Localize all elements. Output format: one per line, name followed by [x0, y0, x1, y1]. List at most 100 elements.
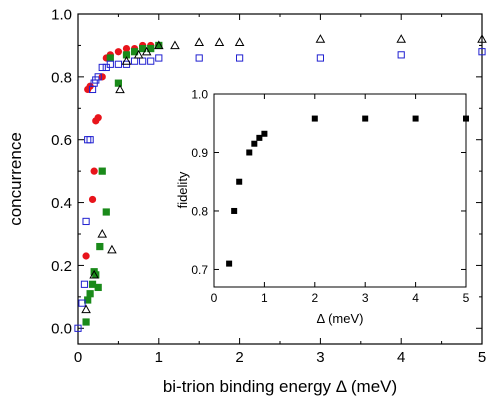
main-point — [98, 73, 106, 81]
inset-background — [166, 84, 474, 290]
main-point — [147, 44, 155, 53]
main-point — [106, 54, 114, 62]
main-point — [114, 60, 123, 68]
main-y-tick-label: 0.6 — [51, 132, 72, 149]
inset-point — [231, 207, 238, 214]
inset-x-tick-label: 2 — [311, 291, 318, 305]
inset-point — [246, 149, 253, 156]
main-point — [106, 60, 114, 68]
main-point — [397, 51, 405, 59]
inset-chart: 0 1 2 3 4 5 0.7 0.8 0.9 1.0 Δ (meV) fidelity — [166, 84, 474, 326]
main-y-tick-label: 0.8 — [51, 69, 72, 86]
main-point — [92, 271, 100, 279]
main-point — [86, 136, 94, 144]
main-point — [316, 54, 324, 62]
main-chart: 0 1 2 3 4 5 0.0 0.2 0.4 0.6 0.8 1.0 bi-trion bindin… — [6, 6, 487, 396]
inset-point — [256, 134, 263, 141]
main-point — [122, 44, 131, 53]
main-point — [89, 269, 99, 279]
main-point — [139, 44, 147, 53]
main-y-tick-label: 0.0 — [51, 321, 72, 338]
main-point — [88, 280, 97, 288]
main-x-tick-label: 1 — [155, 349, 163, 366]
inset-ticks: 0 1 2 3 4 5 0.7 0.8 0.9 1.0 — [191, 87, 469, 305]
inset-x-axis-label: Δ (meV) — [317, 311, 364, 326]
inset-point — [261, 130, 268, 137]
main-point — [78, 299, 86, 307]
inset-point — [311, 115, 318, 122]
main-point — [234, 37, 245, 46]
inset-point — [362, 115, 369, 122]
inset-x-tick-label: 3 — [362, 291, 369, 305]
main-point — [122, 51, 131, 59]
inset-marks — [226, 115, 469, 267]
main-point — [115, 84, 125, 94]
inset-plot-frame — [213, 93, 467, 288]
main-point — [114, 48, 122, 56]
inset-point — [463, 115, 469, 122]
main-point — [86, 290, 94, 298]
main-point — [147, 57, 155, 65]
inset-y-tick-label: 1.0 — [191, 87, 208, 101]
main-x-tick-label: 4 — [397, 349, 405, 366]
main-point — [82, 318, 90, 326]
main-point — [153, 40, 164, 50]
inset-y-tick-label: 0.7 — [191, 263, 208, 277]
main-point — [214, 37, 225, 46]
main-x-tick-label: 0 — [74, 349, 82, 366]
main-point — [97, 229, 108, 238]
main-series-1 — [82, 41, 163, 326]
main-point — [90, 167, 98, 175]
inset-point — [236, 178, 243, 185]
main-point — [84, 136, 92, 144]
main-point — [88, 195, 97, 204]
main-point — [94, 73, 102, 81]
main-y-tick-label: 0.2 — [51, 258, 72, 275]
main-marks — [74, 34, 487, 332]
inset-x-tick-label: 4 — [412, 291, 419, 305]
main-point — [94, 283, 102, 292]
inset-point — [251, 140, 258, 147]
main-point — [195, 54, 203, 62]
main-point — [396, 34, 407, 43]
main-point — [98, 63, 106, 72]
main-x-axis-label: bi-trion binding energy Δ (meV) — [163, 377, 397, 396]
main-point — [102, 208, 110, 216]
main-point — [98, 167, 106, 175]
main-point — [82, 217, 90, 226]
main-point — [82, 252, 90, 260]
main-point — [478, 48, 486, 56]
main-y-tick-label: 1.0 — [51, 6, 72, 23]
main-point — [107, 244, 117, 254]
main-point — [133, 49, 144, 59]
inset-x-tick-label: 5 — [463, 291, 470, 305]
inset-x-tick-label: 0 — [211, 291, 218, 305]
main-point — [94, 114, 102, 122]
main-y-axis-label: concurrence — [6, 132, 25, 226]
main-point — [315, 34, 326, 43]
inset-point — [412, 115, 419, 122]
main-series-2 — [74, 48, 486, 332]
inset-x-tick-label: 1 — [261, 291, 268, 305]
main-point — [81, 304, 91, 314]
main-point — [114, 79, 122, 87]
main-x-tick-label: 3 — [316, 349, 324, 366]
main-point — [139, 57, 147, 65]
main-point — [477, 34, 487, 43]
main-x-tick-label: 5 — [478, 349, 486, 366]
main-point — [130, 48, 139, 56]
main-point — [141, 46, 152, 56]
main-point — [121, 56, 132, 65]
main-y-tick-label: 0.4 — [51, 195, 72, 212]
inset-y-axis-label: fidelity — [175, 171, 190, 208]
main-point — [170, 40, 180, 50]
inset-point — [226, 260, 233, 267]
main-point — [130, 57, 139, 65]
main-series-3 — [81, 34, 487, 314]
inset-y-tick-label: 0.9 — [191, 146, 208, 160]
main-point — [194, 37, 205, 46]
main-point — [236, 54, 244, 62]
main-series-0 — [82, 41, 163, 260]
inset-y-tick-label: 0.8 — [191, 204, 208, 218]
